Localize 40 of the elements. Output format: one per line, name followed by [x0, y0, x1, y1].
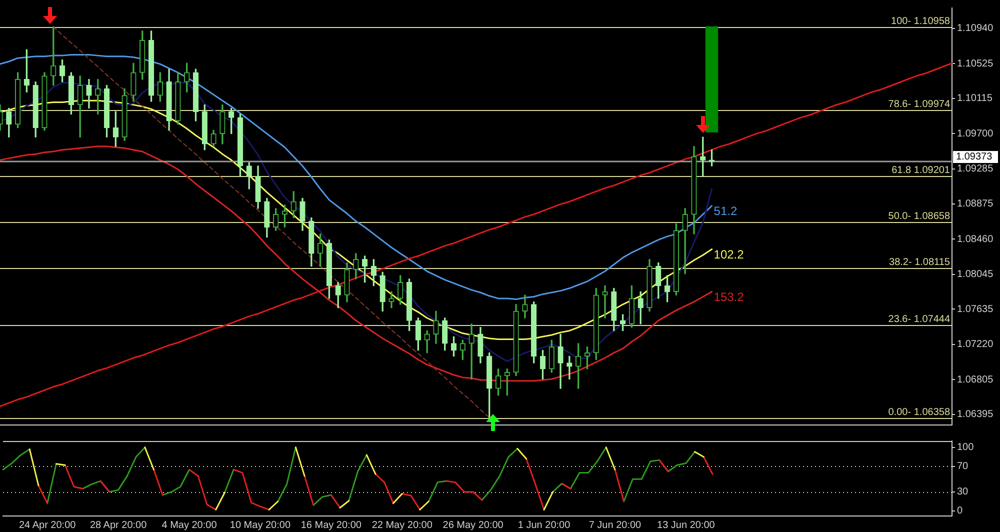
x-tick-label: 4 May 20:00 [162, 520, 218, 531]
x-tick-label: 1 Jun 20:00 [518, 520, 571, 531]
annotation: 50.0- 1.08658 [888, 210, 950, 222]
y-tick-label: 1.09700 [957, 128, 994, 140]
y-tick-label: 1.07220 [957, 339, 994, 350]
annotation: 23.6- 1.07444 [888, 314, 950, 325]
series-label: 102.2 [714, 248, 744, 262]
candlestick [602, 285, 608, 318]
x-tick-label: 22 May 20:00 [372, 520, 433, 531]
x-tick-label: 10 May 20:00 [230, 520, 291, 531]
annotation: 61.8 1.09201 [892, 164, 950, 176]
y-tick-label: 1.10115 [957, 93, 993, 104]
x-tick-label: 13 Jun 20:00 [657, 520, 716, 531]
y-tick-label: 1.08875 [957, 198, 994, 210]
y-tick-label: 30 [957, 486, 969, 498]
series-label: 51.2 [714, 204, 738, 218]
y-tick-label: 1.06395 [957, 409, 994, 420]
x-tick-label: 28 Apr 20:00 [90, 520, 148, 531]
y-tick-label: 70 [957, 461, 969, 472]
y-tick-label: 1.09285 [957, 164, 994, 175]
x-tick-label: 7 Jun 20:00 [588, 520, 642, 531]
y-tick-label: 100 [957, 442, 974, 454]
x-tick-label: 16 May 20:00 [300, 520, 362, 531]
annotation: 100- 1.10958 [891, 16, 950, 27]
series-label: 1.09373 [956, 152, 993, 163]
y-tick-label: 0 [957, 506, 963, 517]
y-tick-label: 1.10940 [957, 23, 994, 34]
y-tick-label: 1.08045 [957, 269, 994, 280]
y-tick-label: 1.06805 [957, 374, 994, 386]
y-tick-label: 1.07635 [957, 304, 994, 315]
candlestick [468, 324, 474, 380]
y-tick-label: 1.08460 [957, 234, 994, 245]
x-tick-label: 24 Apr 20:00 [18, 520, 76, 531]
annotation: 78.6- 1.09974 [888, 98, 950, 110]
x-tick-label: 26 May 20:00 [442, 520, 504, 531]
y-tick-label: 1.10525 [957, 58, 994, 70]
candlestick [566, 356, 572, 380]
series-label: 153.2 [714, 290, 744, 304]
annotation: 0.00- 1.06358 [888, 406, 950, 418]
annotation: 38.2- 1.08115 [889, 256, 950, 268]
